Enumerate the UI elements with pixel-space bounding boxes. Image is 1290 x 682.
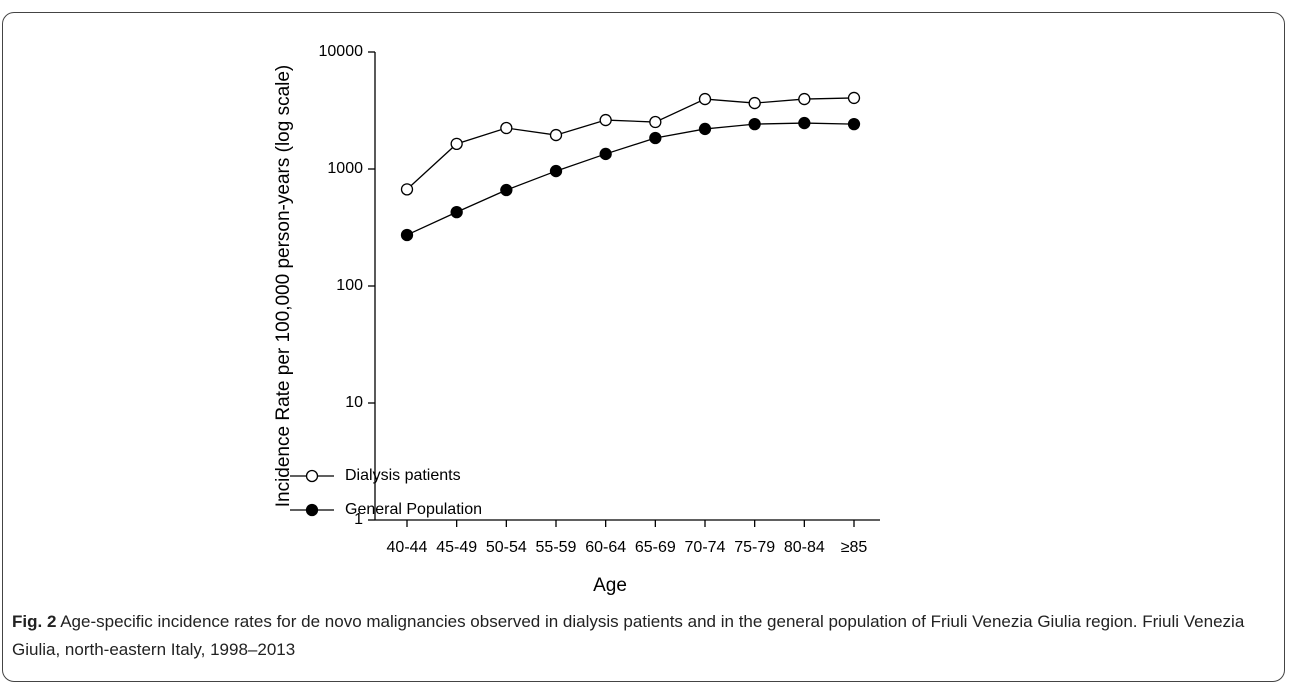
data-point [649, 115, 662, 129]
x-axis-label: Age [593, 575, 627, 596]
legend-marker [305, 503, 319, 517]
series-line [406, 97, 855, 190]
y-tick-label: 100 [336, 277, 363, 294]
x-tick-label: 50-54 [486, 539, 527, 556]
data-point [500, 183, 513, 197]
y-tick-label: 1000 [327, 160, 363, 177]
data-point [400, 183, 414, 196]
legend-label: General Population [345, 501, 482, 518]
data-point [698, 92, 712, 106]
x-tick-label: 40-44 [387, 539, 428, 556]
data-point [599, 147, 612, 161]
data-point [847, 117, 861, 131]
y-tick-label: 10 [345, 394, 363, 411]
y-axis-label: Incidence Rate per 100,000 person-years … [273, 65, 294, 508]
data-point [798, 116, 811, 130]
y-tick-label: 10000 [319, 43, 364, 60]
data-point [748, 96, 761, 110]
data-point [599, 113, 612, 127]
x-tick-label: ≥85 [841, 539, 868, 556]
data-point [500, 121, 513, 135]
chart: Age Incidence Rate per 100,000 person-ye… [273, 43, 880, 596]
x-tick-label: 60-64 [585, 539, 626, 556]
data-point [847, 91, 861, 105]
data-point [748, 117, 761, 131]
data-point [549, 128, 563, 142]
data-point [649, 131, 662, 145]
data-point [698, 122, 712, 136]
caption-text: Age-specific incidence rates for de novo… [12, 612, 1245, 659]
x-tick-label: 70-74 [685, 539, 726, 556]
data-point [450, 137, 463, 151]
data-point [400, 228, 414, 242]
data-point [450, 205, 463, 219]
caption: Fig. 2 Age-specific incidence rates for … [12, 608, 1277, 664]
y-tick-label: 1 [354, 511, 363, 528]
legend-marker [305, 469, 319, 483]
x-tick-label: 75-79 [734, 539, 775, 556]
data-point [549, 164, 563, 178]
x-tick-label: 45-49 [436, 539, 477, 556]
data-point [798, 92, 811, 106]
legend-label: Dialysis patients [345, 467, 461, 484]
x-tick-label: 55-59 [536, 539, 577, 556]
series-line [406, 122, 855, 236]
x-tick-label: 65-69 [635, 539, 676, 556]
x-tick-label: 80-84 [784, 539, 825, 556]
caption-label: Fig. 2 [12, 612, 57, 631]
